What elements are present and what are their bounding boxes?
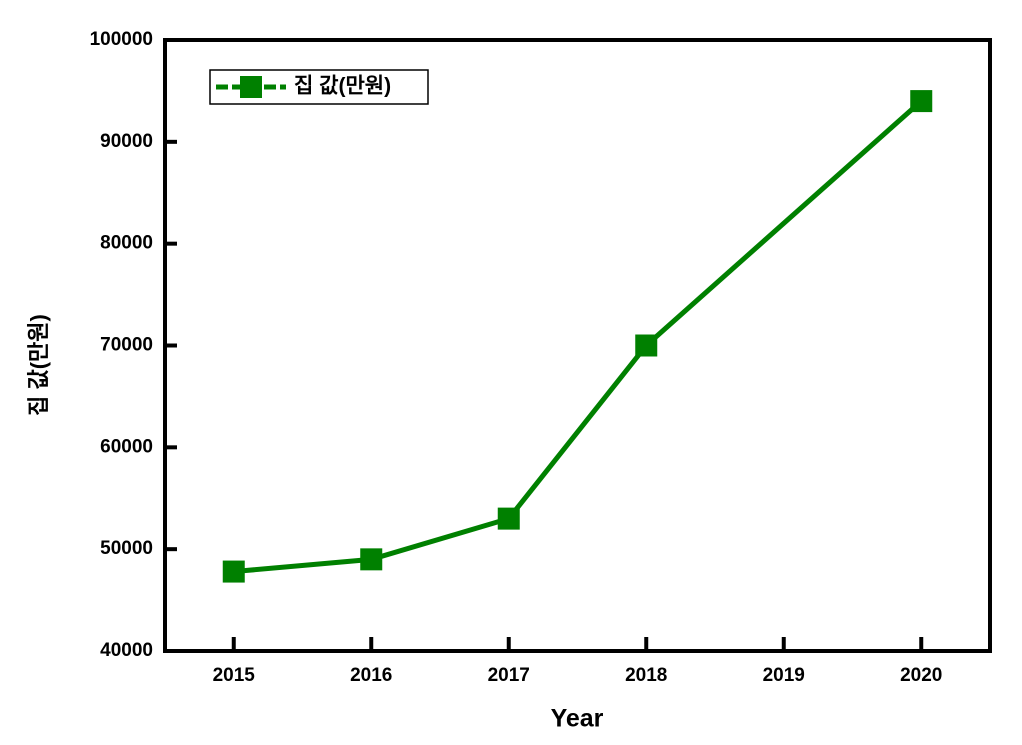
x-tick-label: 2020 xyxy=(900,665,942,686)
plot-frame xyxy=(163,38,992,653)
y-tick-label: 70000 xyxy=(100,335,153,356)
x-tick-label: 2017 xyxy=(488,665,530,686)
y-tick-label: 60000 xyxy=(100,436,153,457)
y-tick-label: 50000 xyxy=(100,538,153,559)
data-point xyxy=(222,560,245,583)
legend-label: 집 값(만원) xyxy=(294,75,391,98)
y-tick-label: 90000 xyxy=(100,131,153,152)
data-point xyxy=(360,548,383,571)
y-tick-label: 80000 xyxy=(100,233,153,254)
legend-marker xyxy=(240,76,262,98)
x-tick-label: 2016 xyxy=(350,665,392,686)
y-tick-label: 40000 xyxy=(100,640,153,661)
data-point xyxy=(635,334,658,357)
x-tick-label: 2015 xyxy=(213,665,256,686)
x-tick-label: 2019 xyxy=(763,665,805,686)
x-tick-label: 2018 xyxy=(625,665,667,686)
data-point xyxy=(497,507,520,530)
data-point xyxy=(910,90,933,113)
data-line xyxy=(233,99,923,575)
y-axis-label: 집 값(만원) xyxy=(26,314,51,416)
y-tick-label: 100000 xyxy=(90,29,153,50)
x-axis-label: Year xyxy=(551,705,604,733)
